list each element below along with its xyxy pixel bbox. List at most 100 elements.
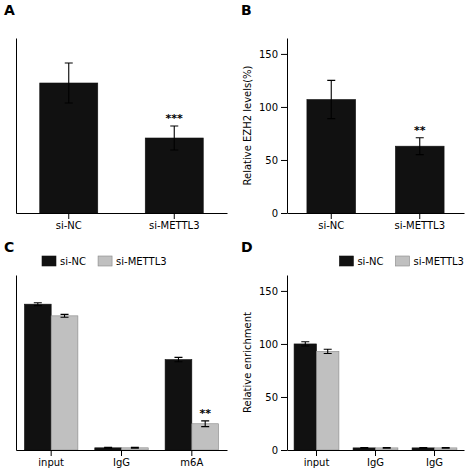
x-tick: input [38,450,64,468]
legend-item: si-NC [42,256,86,267]
plot-area: inputIgGm6A ** [17,276,228,469]
marks [24,303,218,450]
legend-item: si-METTL3 [98,256,167,267]
y-tick-label: 0 [272,208,278,219]
bar [122,448,149,450]
x-tick-label: si-NC [56,220,82,231]
plot-area: input IgG IgG 0 50 100 150 [259,276,465,469]
annotation: *** [166,112,184,125]
y-tick-mark [281,397,287,398]
y-axis-line [287,39,288,214]
annotation: ** [199,407,211,420]
x-tick-label: input [304,457,330,468]
error-bar [201,421,209,427]
error-bar [104,447,112,449]
x-tick: si-NC [318,213,344,231]
error-bar [131,447,139,449]
legend-item: si-NC [339,256,383,267]
panel-label: C [4,239,14,255]
bar [353,448,375,450]
panel-label: B [241,2,252,18]
x-tick-mark [51,450,52,456]
error-bar [174,357,182,361]
y-tick-mark [281,213,287,214]
panel: si-NC si-METTL3 *** A [4,2,228,231]
x-tick-mark [419,213,420,219]
x-tick-label: si-METTL3 [394,220,445,231]
error-bar [324,349,332,353]
annotation: ** [414,124,426,137]
y-tick: 150 [259,286,287,297]
x-tick-label: IgG [426,457,443,468]
series [317,349,457,450]
y-tick-mark [281,291,287,292]
x-axis-line [17,213,228,214]
error-bar [360,447,368,449]
y-tick-label: 150 [259,49,278,60]
x-tick-mark [316,450,317,456]
plot-area: si-NCsi-METTL3050100150** [259,39,465,232]
x-tick: input [304,450,330,468]
bar [51,316,78,450]
error-bar [301,342,309,346]
panel-label: D [241,239,253,255]
x-tick: si-METTL3 [149,213,200,231]
legend-label: si-NC [60,256,86,267]
y-axis-line [287,276,288,451]
marks [307,80,444,213]
x-tick-mark [375,450,376,456]
x-tick-mark [331,213,332,219]
x-tick: IgG [367,450,384,468]
legend-label: si-NC [357,256,383,267]
y-axis-title: Relative enrichment [242,312,253,413]
series [40,63,204,213]
y-axis-line [16,39,17,214]
x-tick-mark [121,450,122,456]
x-tick-mark [174,213,175,219]
x-axis: si-NC si-METTL3 [17,213,228,231]
series [294,342,434,450]
plot-area: si-NC si-METTL3 *** [17,39,228,232]
x-axis-line [288,213,465,214]
y-tick-mark [281,160,287,161]
error-bar [383,447,391,449]
y-tick-mark [281,344,287,345]
legend-swatch [395,256,409,266]
bar [412,448,434,450]
panel: input IgG IgG 0 50 100 150 Relative enrichment D… [241,239,465,468]
y-tick: 0 [272,445,287,456]
error-bar [34,303,42,306]
error-bar [419,447,427,449]
bar [395,146,444,213]
x-tick-mark [434,450,435,456]
y-tick-label: 50 [265,392,278,403]
y-axis: 050100150 [259,39,288,219]
x-axis: inputIgGm6A [17,450,228,468]
error-bar [170,126,178,150]
error-bar [416,138,424,155]
error-bar [65,63,73,103]
panel-label: A [4,2,15,18]
y-axis: 0 50 100 150 [259,276,288,456]
y-tick-label: 150 [259,286,278,297]
y-axis-line [16,276,17,451]
bar [165,360,192,450]
bar [95,448,122,450]
panel: si-NCsi-METTL3050100150**Relative EZH2 l… [241,2,465,231]
bar [317,351,339,450]
legend-swatch [98,256,112,266]
error-bar [327,80,335,118]
legend-swatch [42,256,56,266]
figure: si-NC si-METTL3 *** Asi-NC si-METTL3 0 50 100 15… [0,0,474,474]
x-tick: IgG [426,450,443,468]
y-tick-mark [281,450,287,451]
x-axis: input IgG IgG [288,450,465,468]
series [51,314,218,450]
x-tick-mark [191,450,192,456]
bar [294,344,316,450]
x-tick: m6A [180,450,203,468]
y-tick: 0 [272,208,287,219]
x-tick-label: IgG [367,457,384,468]
legend-label: si-METTL3 [413,256,464,267]
y-tick-label: 100 [259,339,278,350]
